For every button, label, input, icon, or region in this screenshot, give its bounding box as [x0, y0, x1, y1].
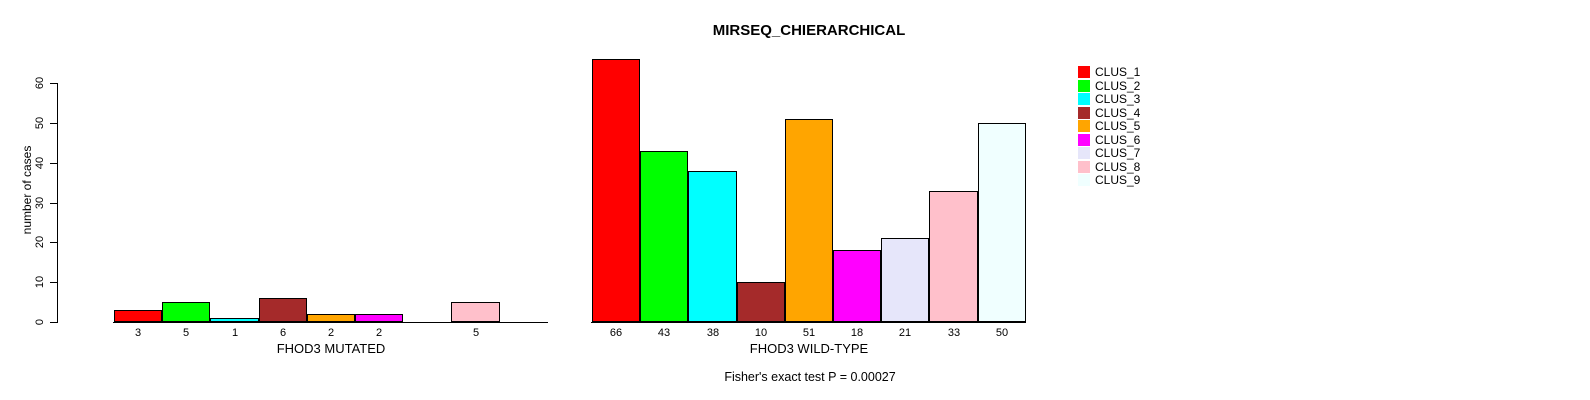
bar-value-label: 5	[472, 327, 480, 339]
bar-value-label: 43	[657, 327, 671, 339]
bar-clus_6	[833, 250, 881, 322]
bar-value-label: 2	[375, 327, 383, 339]
legend-swatch-clus_1	[1078, 66, 1090, 78]
bar-value-label: 6	[279, 327, 287, 339]
bar-value-label: 1	[231, 327, 239, 339]
y-axis-tick-label: 50	[34, 116, 46, 130]
bar-value-label: 51	[802, 327, 816, 339]
x-axis-label-mutated: FHOD3 MUTATED	[276, 341, 386, 356]
bar-clus_2	[640, 151, 688, 322]
bar-clus_3	[688, 171, 737, 322]
legend-swatch-clus_7	[1078, 147, 1090, 159]
fisher-test-annotation: Fisher's exact test P = 0.00027	[724, 370, 896, 384]
y-axis-tick	[50, 282, 57, 283]
bar-value-label: 2	[327, 327, 335, 339]
bar-clus_1	[114, 310, 162, 322]
legend-swatch-clus_2	[1078, 80, 1090, 92]
bar-clus_5	[307, 314, 355, 322]
bar-clus_7	[881, 238, 929, 322]
bar-clus_9	[978, 123, 1026, 322]
y-axis-tick	[50, 242, 57, 243]
legend-label-clus_3: CLUS_3	[1095, 92, 1141, 106]
bar-value-label: 21	[898, 327, 912, 339]
bar-value-label: 50	[995, 327, 1009, 339]
y-axis-tick	[50, 83, 57, 84]
bar-value-label: 38	[706, 327, 720, 339]
bar-value-label: 10	[754, 327, 768, 339]
bar-value-label: 5	[182, 327, 190, 339]
legend-label-clus_8: CLUS_8	[1095, 160, 1141, 174]
legend-swatch-clus_8	[1078, 161, 1090, 173]
legend-label-clus_9: CLUS_9	[1095, 173, 1141, 187]
legend-label-clus_2: CLUS_2	[1095, 79, 1141, 93]
legend-label-clus_1: CLUS_1	[1095, 65, 1141, 79]
legend-swatch-clus_5	[1078, 120, 1090, 132]
y-axis-tick	[50, 163, 57, 164]
legend-swatch-clus_4	[1078, 107, 1090, 119]
legend-label-clus_7: CLUS_7	[1095, 146, 1141, 160]
bar-clus_3	[210, 318, 259, 322]
legend-label-clus_6: CLUS_6	[1095, 133, 1141, 147]
bar-clus_4	[737, 282, 785, 322]
x-axis-baseline	[113, 322, 548, 323]
bar-clus_5	[785, 119, 833, 322]
y-axis-tick-label: 10	[34, 275, 46, 289]
y-axis-tick	[50, 123, 57, 124]
y-axis-tick-label: 0	[34, 318, 46, 326]
bar-clus_8	[451, 302, 500, 322]
y-axis-tick-label: 60	[34, 76, 46, 90]
bar-value-label: 33	[947, 327, 961, 339]
chart-title: MIRSEQ_CHIERARCHICAL	[712, 22, 906, 39]
y-axis-line	[57, 83, 58, 323]
legend-swatch-clus_9	[1078, 174, 1090, 186]
y-axis-label: number of cases	[20, 145, 34, 235]
x-axis-label-wild-type: FHOD3 WILD-TYPE	[749, 341, 869, 356]
bar-value-label: 3	[134, 327, 142, 339]
bar-clus_6	[355, 314, 403, 322]
bar-clus_4	[259, 298, 307, 322]
legend-label-clus_4: CLUS_4	[1095, 106, 1141, 120]
bar-clus_1	[592, 59, 640, 322]
legend-label-clus_5: CLUS_5	[1095, 119, 1141, 133]
legend-swatch-clus_3	[1078, 93, 1090, 105]
y-axis-tick-label: 20	[34, 235, 46, 249]
y-axis-tick	[50, 322, 57, 323]
legend-swatch-clus_6	[1078, 134, 1090, 146]
bar-value-label: 66	[609, 327, 623, 339]
y-axis-tick-label: 40	[34, 156, 46, 170]
x-axis-baseline	[591, 322, 1026, 323]
bar-value-label: 18	[850, 327, 864, 339]
bar-clus_8	[929, 191, 978, 322]
bar-clus_2	[162, 302, 210, 322]
y-axis-tick-label: 30	[34, 196, 46, 210]
y-axis-tick	[50, 203, 57, 204]
